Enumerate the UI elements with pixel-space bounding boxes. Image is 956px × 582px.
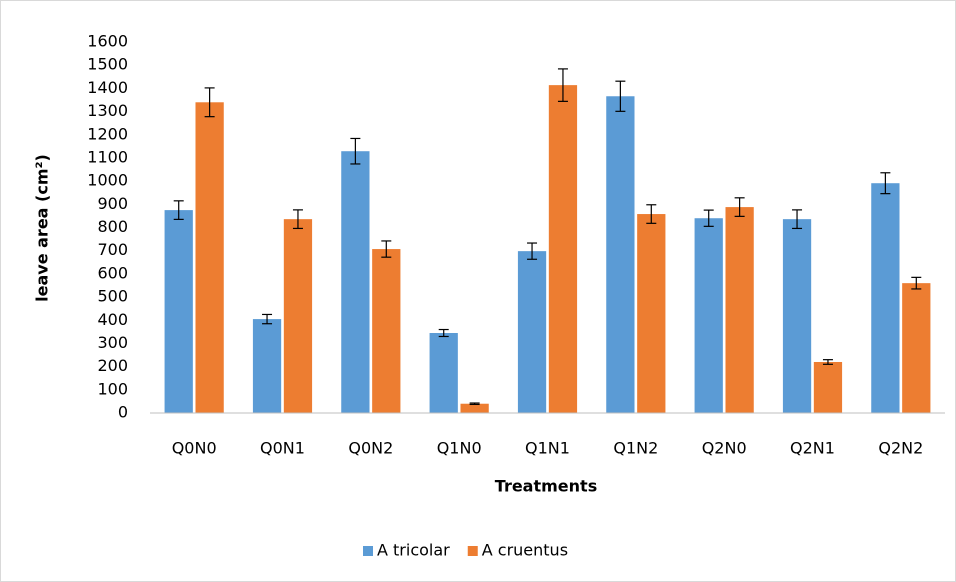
error-bar — [204, 87, 215, 118]
y-tick-label: 200 — [97, 356, 128, 375]
y-tick-label: 1500 — [87, 55, 128, 74]
bar — [782, 219, 812, 413]
x-tick-label: Q1N0 — [437, 439, 482, 458]
legend-swatch — [363, 546, 373, 556]
bar — [694, 218, 723, 413]
y-tick-label: 900 — [97, 194, 128, 213]
error-bar — [381, 240, 392, 258]
error-bar — [350, 137, 361, 165]
error-bar — [438, 328, 449, 338]
bar — [195, 102, 224, 413]
error-bar — [880, 172, 891, 195]
y-tick-label: 600 — [97, 263, 128, 282]
y-tick-label: 300 — [97, 333, 128, 352]
error-bar — [646, 204, 657, 224]
y-tick-label: 1000 — [87, 171, 128, 190]
error-bar — [822, 359, 833, 365]
bar — [460, 403, 489, 413]
y-tick-label: 800 — [97, 217, 128, 236]
error-bar — [734, 197, 745, 217]
bar — [548, 85, 578, 413]
error-bar — [557, 68, 568, 102]
y-tick-label: 1200 — [87, 124, 128, 143]
x-tick-label: Q1N1 — [525, 439, 570, 458]
y-tick-label: 1600 — [87, 32, 128, 51]
legend-label: A cruentus — [482, 541, 568, 560]
bar — [606, 96, 635, 413]
error-bar — [527, 242, 538, 260]
bar — [871, 183, 900, 413]
error-bar — [469, 402, 480, 406]
y-tick-label: 500 — [97, 287, 128, 306]
error-bar — [615, 80, 626, 112]
bar — [283, 219, 313, 413]
error-bar — [292, 209, 303, 230]
legend-swatch — [467, 546, 478, 556]
bar — [725, 207, 754, 413]
y-axis-title: leave area (cm²) — [33, 154, 52, 302]
y-tick-label: 1400 — [87, 78, 128, 97]
x-tick-label: Q2N2 — [878, 439, 923, 458]
bar — [637, 214, 666, 413]
bar — [517, 251, 547, 413]
x-tick-label: Q2N1 — [790, 439, 835, 458]
x-tick-label: Q0N1 — [260, 439, 305, 458]
legend-label: A tricolar — [377, 541, 450, 560]
bar — [813, 361, 843, 413]
error-bar — [703, 209, 714, 227]
y-tick-label: 400 — [97, 310, 128, 329]
bar — [252, 319, 282, 413]
error-bar — [173, 200, 184, 220]
y-tick-label: 0 — [118, 403, 128, 422]
bar — [902, 283, 931, 413]
error-bar — [792, 209, 803, 230]
x-tick-label: Q0N2 — [348, 439, 393, 458]
x-tick-label: Q0N0 — [172, 439, 217, 458]
bar — [341, 151, 370, 413]
y-tick-label: 1300 — [87, 101, 128, 120]
y-tick-label: 100 — [97, 379, 128, 398]
x-axis-title: Treatments — [495, 477, 597, 496]
x-tick-label: Q1N2 — [613, 439, 658, 458]
bar — [429, 333, 458, 413]
y-tick-label: 700 — [97, 240, 128, 259]
y-tick-label: 1100 — [87, 147, 128, 166]
error-bar — [911, 276, 922, 290]
x-tick-label: Q2N0 — [702, 439, 747, 458]
error-bar — [262, 313, 273, 325]
bar — [372, 249, 401, 413]
bar — [164, 210, 193, 413]
